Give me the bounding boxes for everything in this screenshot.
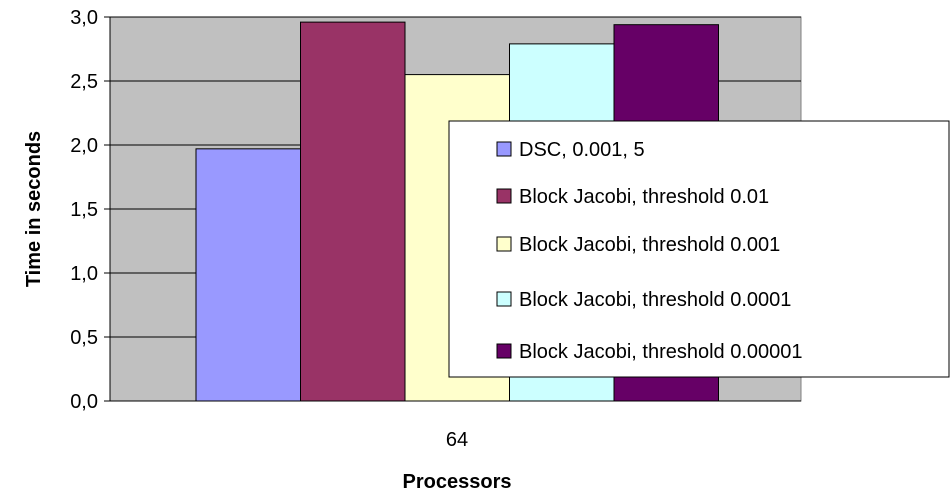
legend-label: Block Jacobi, threshold 0.01 (519, 186, 769, 208)
legend: DSC, 0.001, 5 Block Jacobi, threshold 0.0… (448, 120, 950, 378)
legend-label: Block Jacobi, threshold 0.00001 (519, 341, 803, 363)
legend-swatch (496, 236, 512, 252)
legend-box (448, 120, 950, 378)
x-tick-label: 64 (446, 429, 468, 451)
y-axis-ticks: 0,0 0,5 1,0 1,5 2,0 2,5 3,0 (70, 7, 111, 413)
legend-swatch (496, 141, 512, 157)
legend-swatch (496, 343, 512, 359)
bar (195, 148, 301, 402)
legend-label: Block Jacobi, threshold 0.0001 (519, 289, 791, 311)
y-tick-label: 2,0 (70, 135, 98, 157)
x-axis-ticks: 64 (110, 400, 801, 451)
y-tick-label: 1,0 (70, 263, 98, 285)
y-tick-label: 2,5 (70, 71, 98, 93)
bar (300, 21, 406, 402)
legend-swatch (496, 291, 512, 307)
legend-label: DSC, 0.001, 5 (519, 139, 645, 161)
y-tick-label: 0,5 (70, 327, 98, 349)
y-tick-label: 3,0 (70, 7, 98, 29)
legend-label: Block Jacobi, threshold 0.001 (519, 234, 780, 256)
legend-swatch (496, 188, 512, 204)
y-axis-title: Time in seconds (23, 131, 45, 287)
x-axis-title: Processors (403, 471, 512, 492)
y-tick-label: 0,0 (70, 391, 98, 413)
y-tick-label: 1,5 (70, 199, 98, 221)
